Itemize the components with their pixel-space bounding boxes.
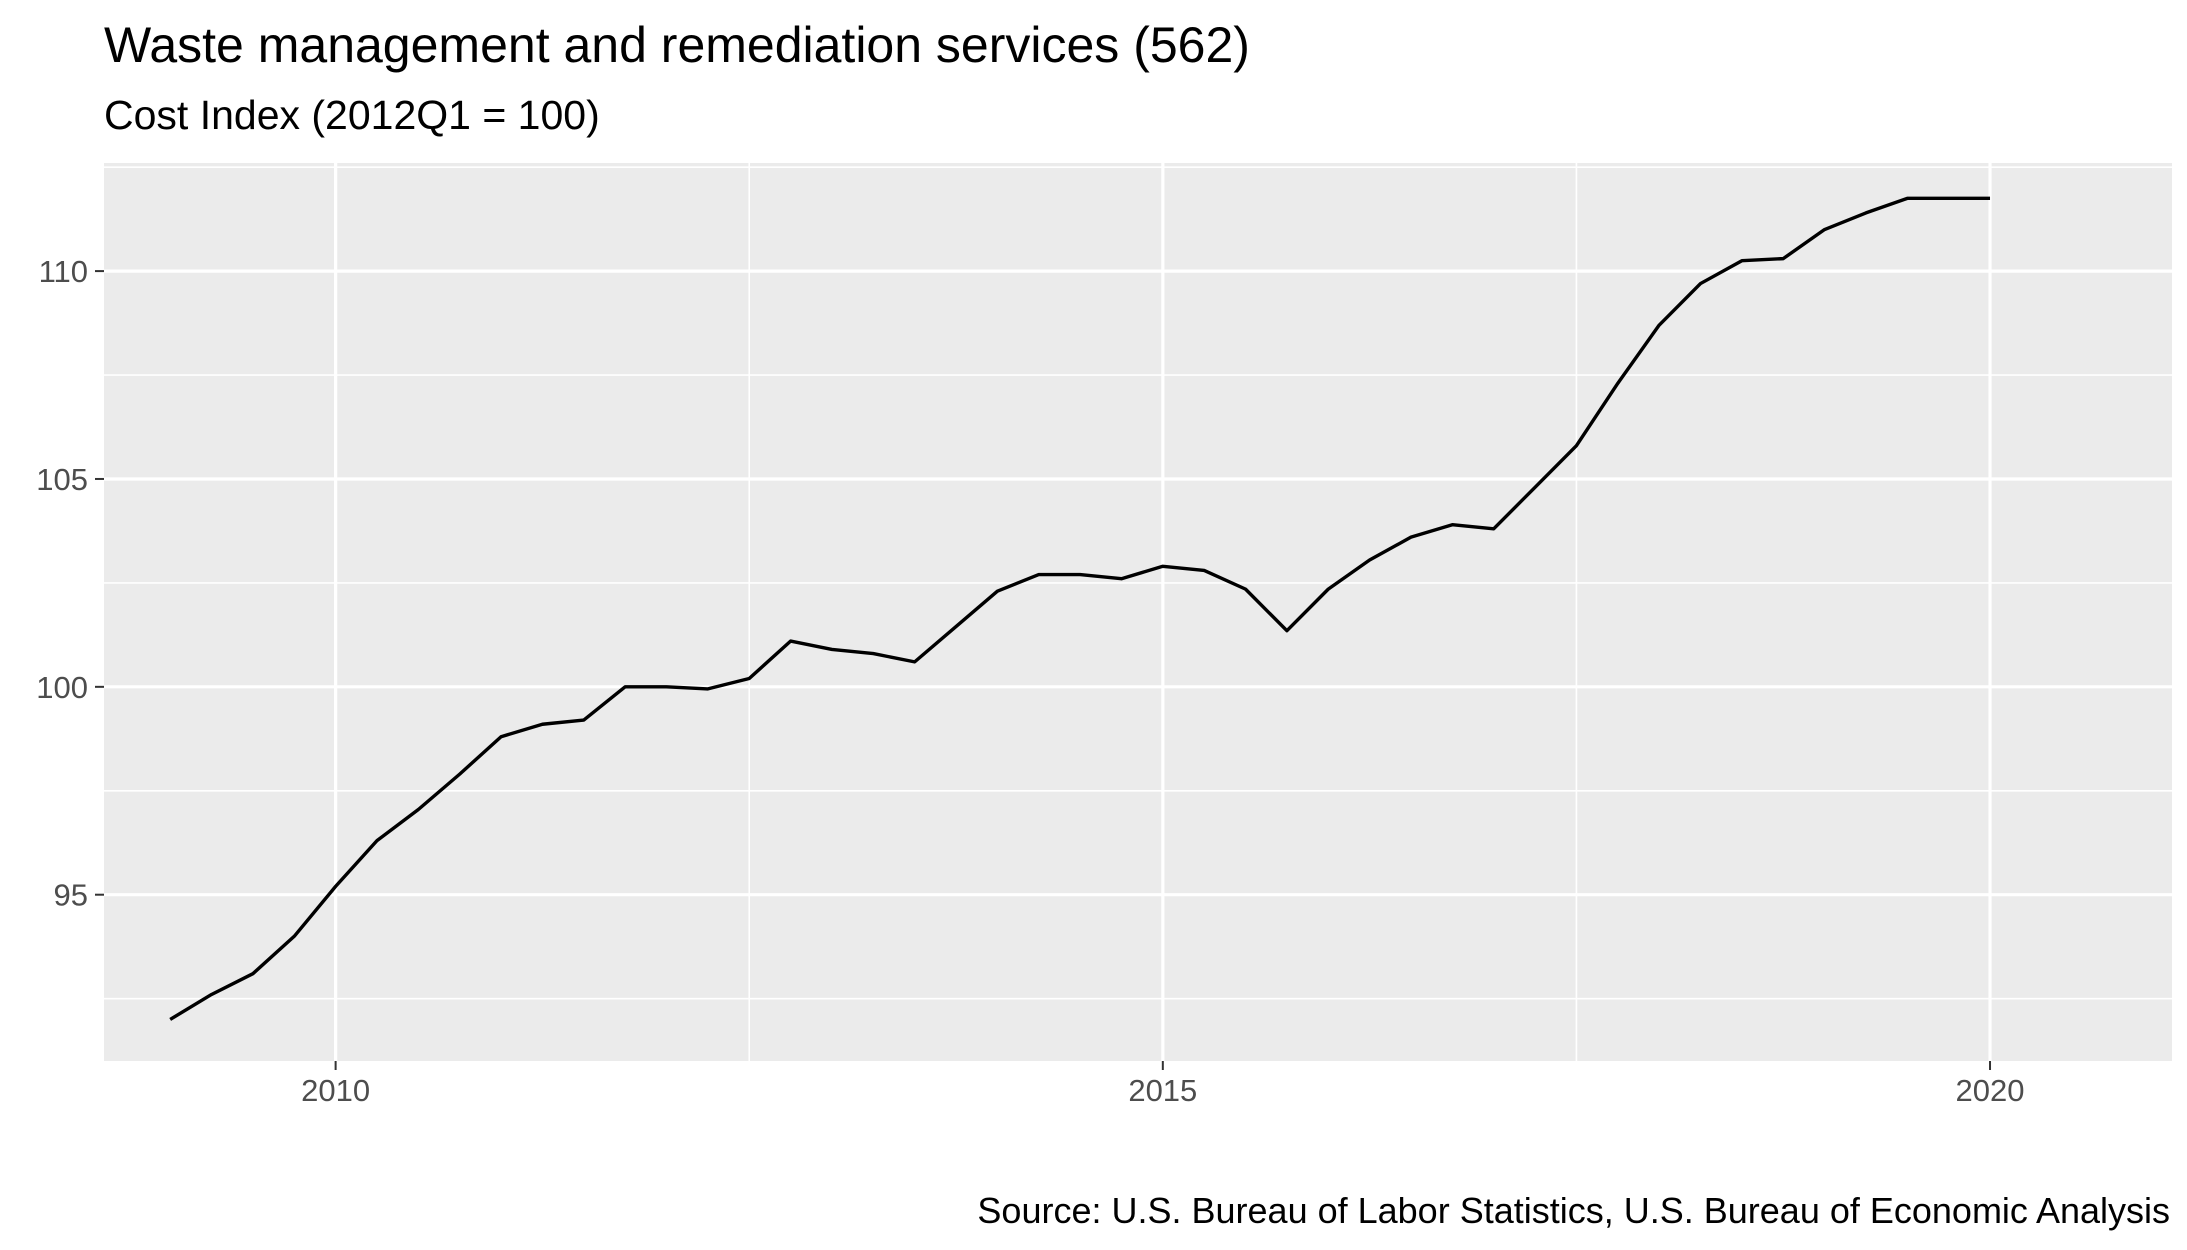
y-axis: 95 100 105 110 [36,254,104,913]
x-tick-label: 2020 [1956,1073,2025,1108]
y-tick-label: 105 [36,462,88,497]
x-tick-label: 2015 [1128,1073,1197,1108]
y-tick-label: 95 [54,878,88,913]
major-gridlines [104,163,2172,1061]
chart-title: Waste management and remediation service… [104,17,1250,73]
minor-gridlines [104,163,2172,1061]
x-tick-label: 2010 [301,1073,370,1108]
series-layer [169,196,1991,1021]
chart-caption: Source: U.S. Bureau of Labor Statistics,… [977,1190,2170,1231]
y-tick-label: 110 [39,254,88,289]
series-line-0 [169,196,1991,1021]
x-axis: 2010 2015 2020 [301,1061,2025,1108]
y-tick-label: 100 [36,670,88,705]
plot-panel [104,163,2172,1061]
chart-subtitle: Cost Index (2012Q1 = 100) [104,92,600,138]
